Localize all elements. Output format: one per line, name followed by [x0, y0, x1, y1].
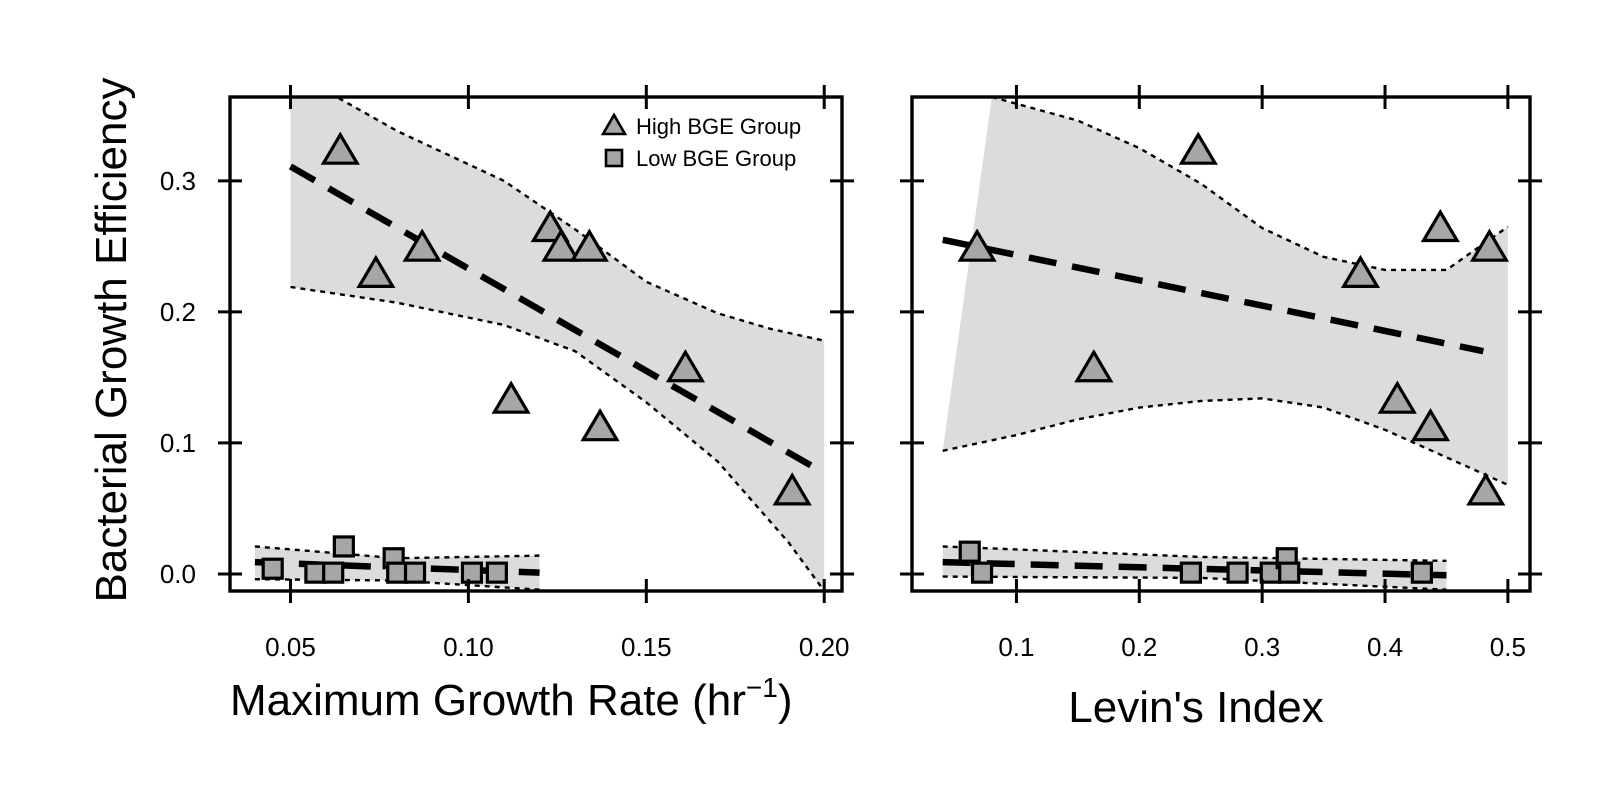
legend-label-low-bge-group: Low BGE Group [636, 146, 796, 171]
ci-line-upper-low-bge-group [942, 545, 1447, 563]
ci-line-upper-high-bge-group [331, 97, 825, 342]
point-high-bge-group [1074, 349, 1114, 383]
x-tick-label: 0.5 [1490, 632, 1526, 662]
y-tick-label: 0.1 [160, 428, 196, 458]
point-low-bge-group [403, 561, 427, 584]
point-low-bge-group [1179, 561, 1202, 584]
point-low-bge-group [1226, 561, 1249, 584]
point-high-bge-group [356, 254, 396, 288]
point-high-bge-group [580, 408, 620, 442]
ci-line-upper-high-bge-group [991, 97, 1509, 272]
plot-frame [910, 95, 1532, 593]
point-high-bge-group [665, 349, 706, 383]
x-axis-title-right: Levin's Index [1068, 683, 1323, 732]
plot-frame [228, 95, 844, 593]
point-low-bge-group [958, 540, 981, 563]
y-tick-label: 0.2 [160, 297, 196, 327]
point-high-bge-group [491, 380, 531, 414]
point-high-bge-group [402, 228, 442, 262]
y-tick-label: 0.3 [160, 166, 196, 196]
point-high-bge-group [1420, 208, 1460, 243]
point-high-bge-group [1410, 408, 1451, 442]
left-panel: 0.05 0.10 0.15 0.20 0.0 0.1 0.2 0.3 High BGE Gro… [160, 85, 854, 662]
x-tick-label: 0.10 [443, 632, 494, 662]
x-axis-title-left: Maximum Growth Rate (hr−1) [230, 672, 792, 725]
x-axis-title-left-tail: ) [778, 676, 793, 725]
fit-line-high-bge-group [942, 236, 1484, 355]
ci-line-lower-low-bge-group [942, 575, 1447, 591]
point-low-bge-group [970, 561, 994, 584]
point-high-bge-group [1340, 254, 1381, 288]
point-high-bge-group [320, 131, 360, 165]
point-high-bge-group [541, 228, 581, 262]
point-high-bge-group [1466, 472, 1506, 506]
point-high-bge-group [1469, 228, 1510, 262]
point-low-bge-group [322, 561, 345, 584]
x-axis-title-left-main: Maximum Growth Rate (hr [230, 676, 746, 725]
point-high-bge-group [1377, 380, 1417, 414]
point-low-bge-group [261, 557, 284, 580]
x-axis-title-left-superscript: −1 [746, 672, 778, 703]
x-tick-label: 0.4 [1367, 632, 1403, 662]
point-high-bge-group [772, 472, 812, 506]
point-low-bge-group [1410, 561, 1433, 584]
fit-line-high-bge-group [288, 163, 826, 476]
plot-area [942, 97, 1509, 591]
right-panel: 0.1 0.2 0.3 0.4 0.5 [900, 85, 1542, 662]
ci-band-high-bge-group [942, 97, 1508, 485]
x-tick-label: 0.15 [621, 632, 672, 662]
point-low-bge-group [485, 561, 508, 584]
point-low-bge-group [304, 561, 327, 584]
ci-line-lower-high-bge-group [290, 285, 826, 591]
point-high-bge-group [569, 228, 609, 262]
x-tick-label: 0.2 [1121, 632, 1157, 662]
point-high-bge-group [957, 228, 997, 262]
ci-line-lower-high-bge-group [942, 397, 1509, 486]
point-low-bge-group [1278, 561, 1301, 584]
point-low-bge-group [460, 561, 484, 584]
legend-label-high-bge-group: High BGE Group [636, 114, 801, 139]
x-tick-label: 0.20 [799, 632, 850, 662]
legend-swatch-low-bge-group [604, 148, 624, 168]
y-tick-label: 0.0 [160, 559, 196, 589]
legend-swatch-high-bge-group [600, 112, 628, 136]
point-low-bge-group [386, 561, 409, 584]
y-axis-title: Bacterial Growth Efficiency [87, 78, 136, 603]
legend: High BGE Group Low BGE Group [600, 112, 801, 171]
fit-line-low-bge-group [942, 558, 1447, 579]
point-low-bge-group [332, 535, 355, 558]
x-tick-label: 0.05 [265, 632, 316, 662]
x-tick-label: 0.1 [998, 632, 1034, 662]
x-tick-label: 0.3 [1244, 632, 1280, 662]
point-high-bge-group [1178, 131, 1218, 165]
